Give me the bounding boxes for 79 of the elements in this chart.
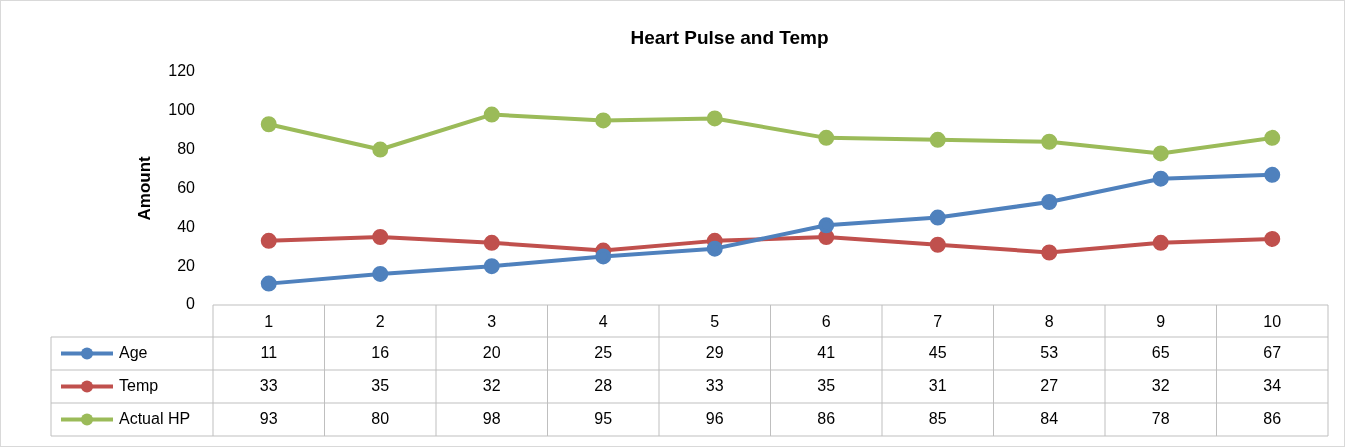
- legend-label: Age: [119, 343, 148, 361]
- point: [595, 248, 612, 265]
- y-tick-label: 20: [177, 256, 196, 274]
- y-axis-title: Amount: [134, 155, 154, 221]
- point: [483, 106, 500, 123]
- point: [929, 236, 946, 253]
- x-tick-label: 3: [487, 313, 497, 331]
- point: [260, 116, 277, 133]
- x-tick-label: 5: [710, 313, 720, 331]
- data-label: 27: [1040, 376, 1059, 394]
- data-label: 93: [259, 409, 278, 427]
- y-tick-label: 120: [168, 62, 196, 80]
- data-label: 34: [1263, 376, 1282, 394]
- data-label: 86: [1263, 409, 1282, 427]
- point: [483, 258, 500, 275]
- point: [1152, 170, 1169, 187]
- point: [706, 240, 723, 257]
- point: [1041, 133, 1058, 150]
- data-label: 11: [260, 343, 278, 361]
- x-tick-label: 1: [264, 313, 274, 331]
- data-label: 28: [594, 376, 613, 394]
- point: [1152, 145, 1169, 162]
- point: [1264, 230, 1281, 247]
- data-label: 29: [705, 343, 724, 361]
- legend-label: Actual HP: [119, 409, 191, 427]
- data-label: 53: [1040, 343, 1059, 361]
- point: [1041, 244, 1058, 261]
- data-label: 31: [928, 376, 947, 394]
- data-label: 41: [817, 343, 836, 361]
- point: [483, 234, 500, 251]
- point: [1152, 234, 1169, 251]
- y-tick-label: 80: [177, 139, 196, 157]
- x-tick-label: 4: [598, 313, 608, 331]
- data-label: 33: [259, 376, 278, 394]
- data-label: 65: [1151, 343, 1170, 361]
- point: [372, 141, 389, 158]
- data-label: 35: [817, 376, 836, 394]
- data-label: 96: [705, 409, 724, 427]
- point: [372, 228, 389, 245]
- data-label: 98: [482, 409, 501, 427]
- y-tick-label: 60: [177, 178, 196, 196]
- data-label: 32: [1151, 376, 1170, 394]
- point: [706, 110, 723, 127]
- data-label: 78: [1151, 409, 1170, 427]
- data-label: 67: [1263, 343, 1282, 361]
- data-label: 32: [482, 376, 501, 394]
- data-label: 20: [482, 343, 501, 361]
- point: [260, 275, 277, 292]
- point: [818, 217, 835, 234]
- chart-title: Heart Pulse and Temp: [630, 26, 829, 48]
- x-tick-label: 9: [1156, 313, 1166, 331]
- data-label: 45: [928, 343, 947, 361]
- x-tick-label: 7: [933, 313, 943, 331]
- data-label: 16: [371, 343, 390, 361]
- data-label: 35: [371, 376, 390, 394]
- point: [372, 265, 389, 282]
- x-tick-label: 10: [1263, 313, 1282, 331]
- point: [1264, 129, 1281, 146]
- point: [1264, 166, 1281, 183]
- legend-label: Temp: [119, 376, 159, 394]
- x-tick-label: 6: [821, 313, 831, 331]
- y-tick-label: 0: [186, 295, 196, 313]
- data-label: 95: [594, 409, 613, 427]
- y-tick-label: 40: [177, 217, 196, 235]
- point: [929, 131, 946, 148]
- point: [1041, 194, 1058, 210]
- x-tick-label: 2: [375, 313, 385, 331]
- data-label: 84: [1040, 409, 1059, 427]
- point: [260, 232, 277, 249]
- data-label: 85: [928, 409, 947, 427]
- point: [595, 112, 612, 129]
- data-label: 86: [817, 409, 836, 427]
- data-label: 80: [371, 409, 390, 427]
- point: [929, 209, 946, 226]
- y-tick-label: 100: [168, 101, 196, 119]
- x-tick-label: 8: [1044, 313, 1054, 331]
- data-label: 25: [594, 343, 613, 361]
- point: [818, 129, 835, 146]
- data-label: 33: [705, 376, 724, 394]
